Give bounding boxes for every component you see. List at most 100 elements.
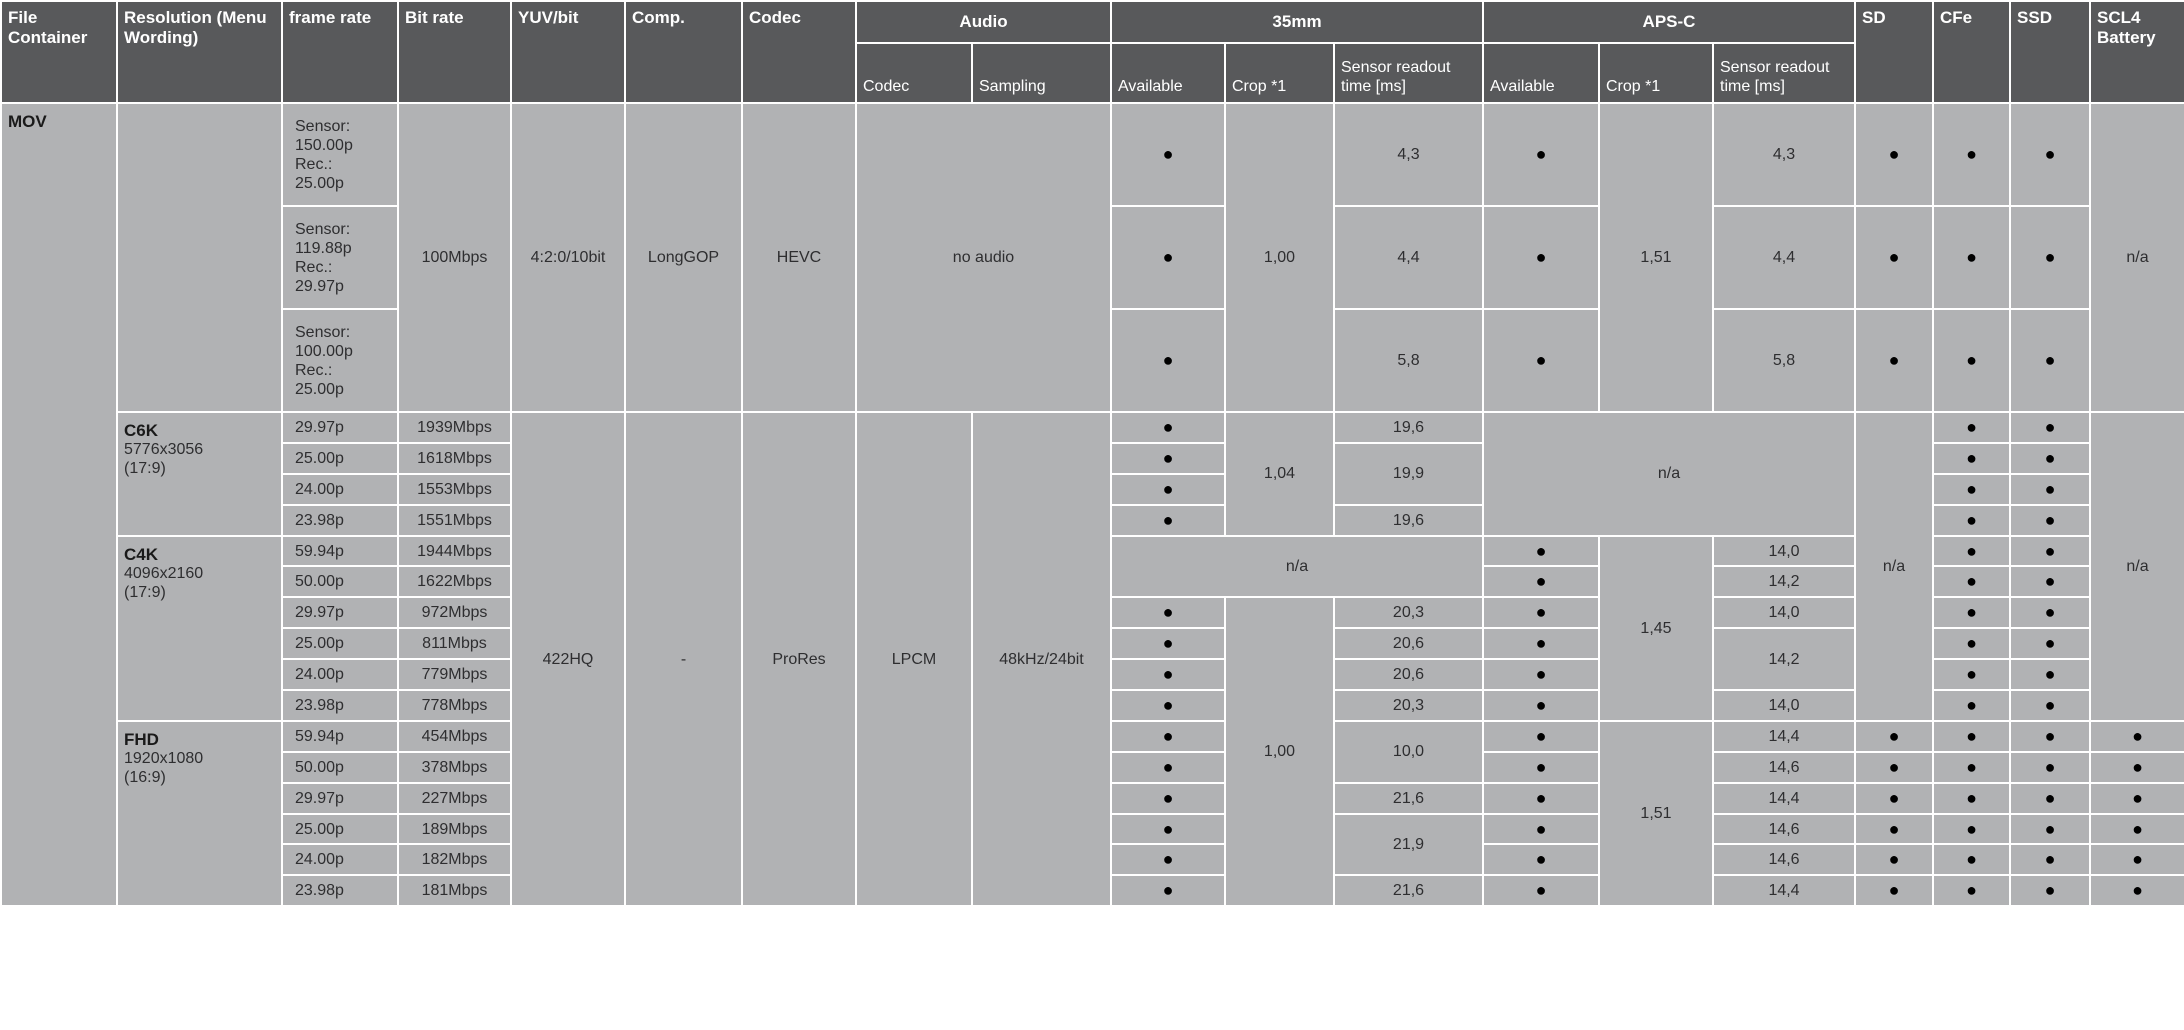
header-comp: Comp. xyxy=(624,0,743,104)
apsc-available-dot-icon: ● xyxy=(1482,812,1600,846)
ssd-dot-icon: ● xyxy=(2009,874,2092,908)
table-body: MOV Sensor: 150.00p Rec.: 25.00p 100Mbps 4:… xyxy=(0,101,2184,908)
ff-available-dot-icon: ● xyxy=(1110,843,1226,877)
header-frame-rate: frame rate xyxy=(281,0,399,104)
ff-available-dot-icon: ● xyxy=(1110,658,1226,692)
frame-rate-cell: 59.94p xyxy=(281,719,399,753)
header-cfe: CFe xyxy=(1932,0,2012,104)
header-ssd: SSD xyxy=(2009,0,2092,104)
ff-na-cell: n/a xyxy=(1110,534,1484,599)
ff-readout-cell: 21,6 xyxy=(1333,874,1484,908)
header-aps-c: APS-C xyxy=(1481,0,1857,44)
frame-rate-cell: 29.97p xyxy=(281,596,399,630)
bit-rate-cell: 1939Mbps xyxy=(397,411,512,444)
resolution-name: C4K xyxy=(124,544,159,564)
ssd-dot-icon: ● xyxy=(2009,781,2092,815)
resolution-detail: 5776x3056 (17:9) xyxy=(124,441,204,477)
frame-rate-cell: 25.00p xyxy=(281,627,399,661)
ff-readout-cell: 20,6 xyxy=(1333,658,1484,692)
table-row: FHD 1920x1080 (16:9) 59.94p 454Mbps ● 10,0 ● 1,… xyxy=(1,719,2184,908)
ff-readout-cell: 19,6 xyxy=(1333,503,1484,537)
ff-readout-cell: 19,9 xyxy=(1333,441,1484,506)
codec-cell: HEVC xyxy=(741,102,857,413)
frame-rate-cell: 29.97p xyxy=(281,411,399,444)
table-row: 25.00p 811Mbps ● 20,6 ● 14,2 ● ● xyxy=(1,627,2184,692)
header-apsc-sensor-readout: Sensor readout time [ms] xyxy=(1711,42,1857,104)
ssd-dot-icon: ● xyxy=(2009,565,2092,599)
ssd-dot-icon: ● xyxy=(2009,719,2092,753)
audio-codec-cell: LPCM xyxy=(855,410,973,908)
header-yuv-bit: YUV/bit xyxy=(510,0,626,104)
apsc-na-cell: n/a xyxy=(1481,411,1857,537)
bit-rate-cell: 378Mbps xyxy=(397,750,512,784)
resolution-detail: 4096x2160 (17:9) xyxy=(124,564,204,601)
audio-cell: no audio xyxy=(855,102,1112,413)
ff-readout-cell: 4,4 xyxy=(1333,205,1484,310)
scl4-dot-icon: ● xyxy=(2089,874,2184,908)
resolution-name: FHD xyxy=(124,729,159,749)
table-row: 24.00p 779Mbps ● 20,6 ● ● ● xyxy=(1,658,2184,692)
header-35mm-sensor-readout: Sensor readout time [ms] xyxy=(1333,42,1484,104)
table-row: MOV Sensor: 150.00p Rec.: 25.00p 100Mbps 4:… xyxy=(0,101,2184,908)
ff-available-dot-icon: ● xyxy=(1110,596,1226,630)
cfe-dot-icon: ● xyxy=(1932,565,2012,599)
frame-rate-cell: 24.00p xyxy=(281,843,399,877)
header-audio: Audio xyxy=(855,0,1112,44)
ff-available-dot-icon: ● xyxy=(1110,689,1226,722)
ff-available-dot-icon: ● xyxy=(1110,781,1226,815)
frame-rate-cell: 29.97p xyxy=(281,781,399,815)
apsc-crop-cell: 1,51 xyxy=(1598,719,1714,908)
apsc-crop-cell: 1,45 xyxy=(1598,534,1714,722)
resolution-detail: 1920x1080 (16:9) xyxy=(124,749,204,786)
ff-readout-cell: 5,8 xyxy=(1333,308,1484,413)
bit-rate-cell: 1622Mbps xyxy=(397,565,512,599)
table-row: Sensor: 100.00p Rec.: 25.00p ● 5,8 ● 5,8 ● ● ● xyxy=(1,308,2184,413)
sd-dot-icon: ● xyxy=(1854,308,1935,413)
frame-rate-cell: Sensor: 100.00p Rec.: 25.00p xyxy=(281,308,399,413)
sd-dot-icon: ● xyxy=(1854,205,1935,310)
sd-dot-icon: ● xyxy=(1854,719,1935,753)
apsc-available-dot-icon: ● xyxy=(1482,534,1600,568)
apsc-readout-cell: 14,6 xyxy=(1711,812,1857,846)
bit-rate-cell: 227Mbps xyxy=(397,781,512,815)
scl4-cell: n/a xyxy=(2089,102,2184,413)
bit-rate-cell: 100Mbps xyxy=(397,102,512,413)
frame-rate-cell: 23.98p xyxy=(281,874,399,908)
apsc-readout-cell: 5,8 xyxy=(1711,308,1857,413)
ssd-dot-icon: ● xyxy=(2009,205,2092,310)
table-row: 29.97p 227Mbps ● 21,6 ● 14,4 ● ● ● ● xyxy=(1,781,2184,815)
ssd-dot-icon: ● xyxy=(2009,441,2092,475)
scl4-dot-icon: ● xyxy=(2089,750,2184,784)
cfe-dot-icon: ● xyxy=(1932,534,2012,568)
frame-rate-cell: 24.00p xyxy=(281,658,399,692)
cfe-dot-icon: ● xyxy=(1932,781,2012,815)
ff-readout-cell: 20,6 xyxy=(1333,627,1484,661)
scl4-dot-icon: ● xyxy=(2089,719,2184,753)
ff-readout-cell: 20,3 xyxy=(1333,689,1484,722)
header-bit-rate: Bit rate xyxy=(397,0,512,104)
ff-readout-cell: 4,3 xyxy=(1333,102,1484,207)
sd-dot-icon: ● xyxy=(1854,750,1935,784)
bit-rate-cell: 1551Mbps xyxy=(397,503,512,537)
frame-rate-cell: 24.00p xyxy=(281,472,399,506)
apsc-available-dot-icon: ● xyxy=(1482,874,1600,908)
audio-sampling-cell: 48kHz/24bit xyxy=(971,410,1112,908)
bit-rate-cell: 1553Mbps xyxy=(397,472,512,506)
table-row: 23.98p 778Mbps ● 20,3 ● 14,0 ● ● xyxy=(1,689,2184,722)
ff-available-dot-icon: ● xyxy=(1110,503,1226,537)
table-row: 23.98p 181Mbps ● 21,6 ● 14,4 ● ● ● ● xyxy=(1,874,2184,908)
table-row: C6K 5776x3056 (17:9) 29.97p 1939Mbps 422HQ - P… xyxy=(1,410,2184,908)
ssd-dot-icon: ● xyxy=(2009,308,2092,413)
apsc-readout-cell: 4,3 xyxy=(1711,102,1857,207)
header-apsc-available: Available xyxy=(1482,42,1600,104)
apsc-readout-cell: 14,0 xyxy=(1711,596,1857,630)
yuv-cell: 4:2:0/10bit xyxy=(510,102,626,413)
cfe-dot-icon: ● xyxy=(1932,627,2012,661)
cfe-dot-icon: ● xyxy=(1932,689,2012,722)
bit-rate-cell: 454Mbps xyxy=(397,719,512,753)
cfe-dot-icon: ● xyxy=(1932,812,2012,846)
frame-rate-cell: 23.98p xyxy=(281,689,399,722)
cfe-dot-icon: ● xyxy=(1932,411,2012,444)
apsc-available-dot-icon: ● xyxy=(1482,565,1600,599)
bit-rate-cell: 779Mbps xyxy=(397,658,512,692)
